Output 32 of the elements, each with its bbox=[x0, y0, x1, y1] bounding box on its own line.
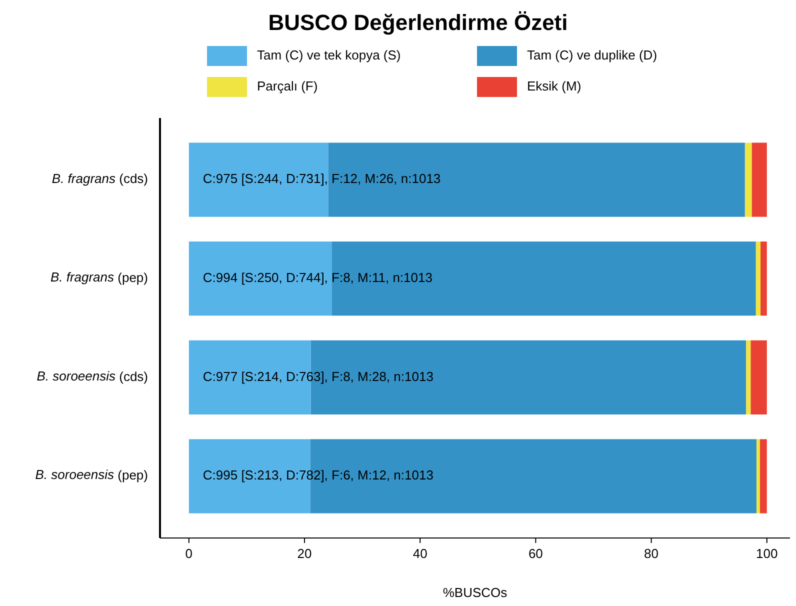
y-tick-label: B. fragrans (cds) bbox=[52, 171, 148, 186]
x-tick-label: 100 bbox=[756, 546, 778, 561]
legend-label: Parçalı (F) bbox=[257, 78, 318, 94]
y-tick-label: B. fragrans (pep) bbox=[50, 270, 148, 286]
x-tick-label: 0 bbox=[185, 546, 193, 561]
annotation: C:977 [S:214, D:763], F:8, M:28, n:1013 bbox=[202, 368, 434, 384]
annotation: C:994 [S:250, D:744], F:8, M:11, n:1013 bbox=[202, 270, 432, 286]
legend-label: Tam (C) ve tek kopya (S) bbox=[257, 47, 401, 62]
y-tick-label: B. soroeensis (pep) bbox=[35, 468, 148, 483]
bar bbox=[328, 142, 745, 217]
x-tick-label: 40 bbox=[412, 546, 428, 561]
bar bbox=[746, 340, 751, 414]
chart-title: BUSCO Değerlendirme Özeti bbox=[268, 10, 568, 35]
y-tick-label: B. soroeensis (cds) bbox=[36, 368, 148, 384]
bar bbox=[750, 340, 767, 414]
x-tick-label: 20 bbox=[297, 546, 312, 561]
bar bbox=[752, 142, 767, 217]
annotation: C:975 [S:244, D:731], F:12, M:26, n:1013 bbox=[202, 171, 441, 186]
legend-label: Tam (C) ve duplike (D) bbox=[527, 47, 658, 62]
bar bbox=[188, 142, 328, 217]
bar bbox=[760, 242, 767, 316]
bar bbox=[332, 242, 756, 316]
bar bbox=[760, 439, 767, 514]
x-tick-label: 80 bbox=[644, 546, 659, 561]
bar bbox=[756, 242, 761, 316]
bar bbox=[188, 242, 332, 316]
x-axis-title: %BUSCOs bbox=[442, 585, 508, 600]
annotation: C:995 [S:213, D:782], F:6, M:12, n:1013 bbox=[202, 468, 434, 483]
x-tick-label: 60 bbox=[528, 546, 543, 561]
bar bbox=[756, 439, 760, 514]
legend-label: Eksik (M) bbox=[527, 78, 582, 94]
bar bbox=[744, 142, 752, 217]
